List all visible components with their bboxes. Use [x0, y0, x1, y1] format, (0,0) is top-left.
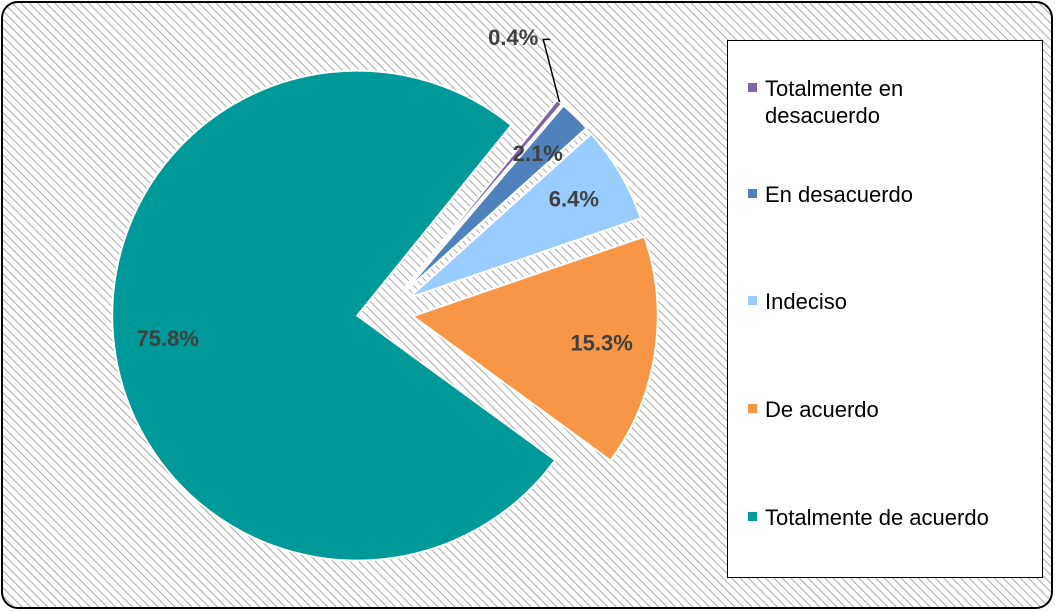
legend: Totalmente en desacuerdo En desacuerdo Ind…	[727, 40, 1043, 578]
pie-slice	[408, 132, 643, 299]
legend-label: Indeciso	[765, 289, 847, 314]
legend-swatch	[748, 189, 757, 198]
leader-line	[542, 38, 561, 103]
legend-item: De acuerdo	[748, 396, 879, 423]
legend-swatch	[748, 512, 757, 521]
legend-label: En desacuerdo	[765, 182, 913, 207]
legend-swatch	[748, 296, 757, 305]
legend-label: De acuerdo	[765, 397, 879, 422]
pie-slice	[403, 104, 589, 293]
legend-item: En desacuerdo	[748, 181, 913, 208]
data-label: 15.3%	[570, 331, 632, 356]
pie-slice	[111, 69, 557, 562]
legend-swatch	[748, 404, 757, 413]
legend-label: Totalmente de acuerdo	[765, 505, 989, 530]
data-label: 2.1%	[513, 141, 563, 166]
data-label: 0.4%	[488, 25, 538, 50]
legend-label: Totalmente en desacuerdo	[765, 76, 904, 128]
data-label: 6.4%	[549, 187, 599, 212]
legend-swatch	[748, 83, 757, 92]
legend-item: Totalmente de acuerdo	[748, 504, 989, 531]
pie-slice	[410, 235, 659, 462]
legend-item: Totalmente en desacuerdo	[748, 75, 1015, 129]
data-label: 75.8%	[137, 326, 199, 351]
legend-item: Indeciso	[748, 288, 847, 315]
